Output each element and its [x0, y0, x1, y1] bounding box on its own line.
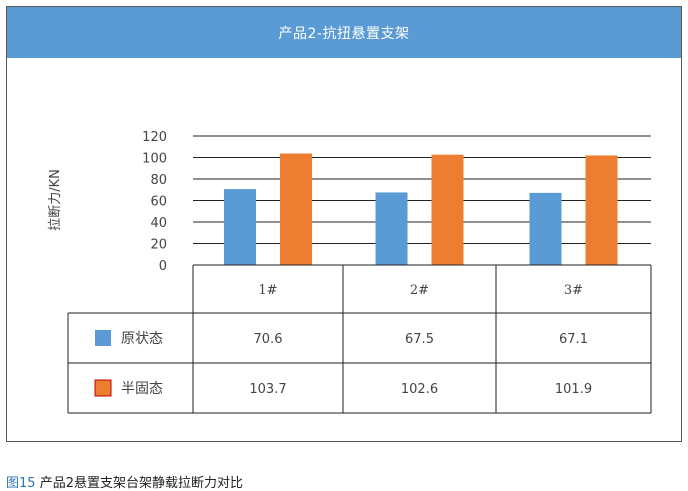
y-tick-label: 60	[150, 195, 167, 210]
table-value: 101.9	[555, 382, 592, 397]
chart-title: 产品2-抗扭悬置支架	[7, 7, 681, 58]
y-tick-label: 20	[150, 238, 167, 253]
y-tick-label: 100	[142, 152, 167, 167]
bar-original-2	[375, 192, 408, 265]
legend-swatch-semisolid	[94, 379, 112, 397]
figure-number: 图15	[6, 476, 36, 491]
y-tick-label: 40	[150, 216, 167, 231]
x-category-label: 2#	[410, 283, 429, 298]
table-value: 67.1	[559, 332, 588, 347]
y-tick-label: 80	[150, 173, 167, 188]
y-tick-label: 120	[142, 130, 167, 145]
legend-swatch-original	[95, 330, 111, 346]
bar-chart: 0 20 40 60 80 100 120 拉断力/KN 1# 2# 3# 原状态 70.6 67.5 67…	[48, 130, 652, 414]
x-category-label: 1#	[258, 283, 277, 298]
table-value: 67.5	[405, 332, 434, 347]
table-value: 102.6	[401, 382, 438, 397]
x-category-label: 3#	[564, 283, 583, 298]
table-value: 70.6	[254, 332, 283, 347]
bar-semisolid-2	[431, 154, 464, 265]
caption-text: 产品2悬置支架台架静载拉断力对比	[39, 476, 243, 491]
bar-original-3	[529, 192, 562, 265]
legend-label: 原状态	[121, 331, 163, 347]
bar-original-1	[224, 189, 256, 265]
bar-semisolid-3	[585, 155, 618, 265]
bar-semisolid-1	[280, 153, 312, 265]
y-tick-label: 0	[159, 259, 167, 274]
figure-caption: 图15 产品2悬置支架台架静载拉断力对比	[6, 472, 243, 491]
table-value: 103.7	[249, 382, 286, 397]
y-axis-label: 拉断力/KN	[48, 169, 63, 231]
legend-label: 半固态	[121, 381, 163, 397]
chart-frame: 产品2-抗扭悬置支架 0 20 40 60 80 100 120 拉断力/KN 1# 2# 3# 原状…	[6, 6, 682, 442]
